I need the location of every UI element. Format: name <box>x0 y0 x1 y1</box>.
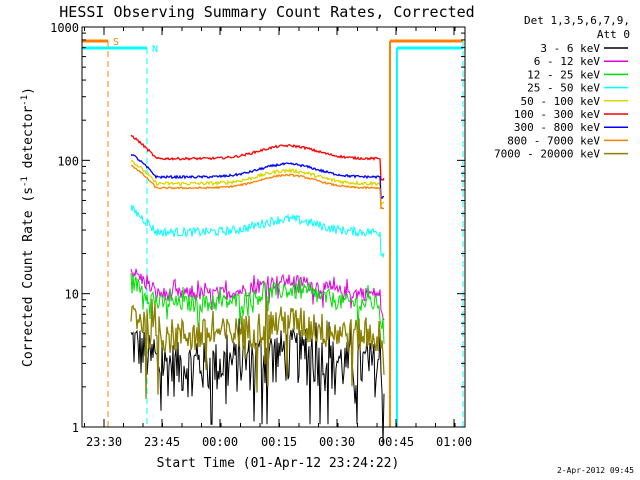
timestamp: 2-Apr-2012 09:45 <box>557 466 634 475</box>
series-line <box>130 159 385 207</box>
y-axis: 1 10 100 1000 <box>50 21 465 435</box>
series-line <box>130 153 384 200</box>
flag-n-label: N <box>152 44 158 55</box>
x-tick-label: 00:00 <box>202 435 238 449</box>
series-line <box>130 134 385 181</box>
x-tick-label: 00:15 <box>261 435 297 449</box>
y-tick-label: 1000 <box>50 21 79 35</box>
chart-title: HESSI Observing Summary Count Rates, Cor… <box>59 3 474 21</box>
y-axis-label-sup2: -1 <box>20 95 30 106</box>
flag-s-label: S <box>113 37 119 48</box>
series-line <box>130 272 385 344</box>
legend-label: 800 - 7000 keV <box>507 134 600 147</box>
x-axis-label: Start Time (01-Apr-12 23:24:22) <box>157 456 400 471</box>
legend-label: 6 - 12 keV <box>534 55 601 68</box>
series-line <box>130 296 385 399</box>
y-axis-label-end: ) <box>21 87 36 95</box>
x-tick-label: 01:00 <box>436 435 472 449</box>
y-axis-label-main: Corrected Count Rate (s <box>21 187 36 367</box>
y-axis-label-sup1: -1 <box>20 176 30 187</box>
legend-label: 50 - 100 keV <box>521 95 601 108</box>
x-tick-label: 00:30 <box>319 435 355 449</box>
y-tick-label: 10 <box>65 288 79 302</box>
y-axis-label-mid: detector <box>21 106 36 177</box>
plot-frame <box>81 26 466 428</box>
legend-label: 3 - 6 keV <box>540 42 600 55</box>
legend-label: 12 - 25 keV <box>527 68 600 81</box>
plot-area: SN <box>82 37 464 445</box>
legend-header-line2: Att 0 <box>597 28 630 41</box>
y-tick-label: 1 <box>72 421 79 435</box>
x-tick-label: 23:45 <box>144 435 180 449</box>
legend-label: 7000 - 20000 keV <box>494 148 600 161</box>
series-line <box>130 204 385 259</box>
legend-label: 300 - 800 keV <box>514 121 600 134</box>
x-axis: 23:30 23:45 00:00 00:15 00:30 00:45 01:00 <box>84 27 472 449</box>
x-tick-label: 00:45 <box>378 435 414 449</box>
y-tick-label: 100 <box>57 154 79 168</box>
y-axis-label: Corrected Count Rate (s-1 detector-1) <box>20 87 36 367</box>
legend-label: 100 - 300 keV <box>514 108 600 121</box>
series-line <box>130 164 385 210</box>
legend-header-line1: Det 1,3,5,6,7,9, <box>524 14 630 27</box>
legend-label: 25 - 50 keV <box>527 82 600 95</box>
x-tick-label: 23:30 <box>86 435 122 449</box>
series-line <box>130 268 385 321</box>
